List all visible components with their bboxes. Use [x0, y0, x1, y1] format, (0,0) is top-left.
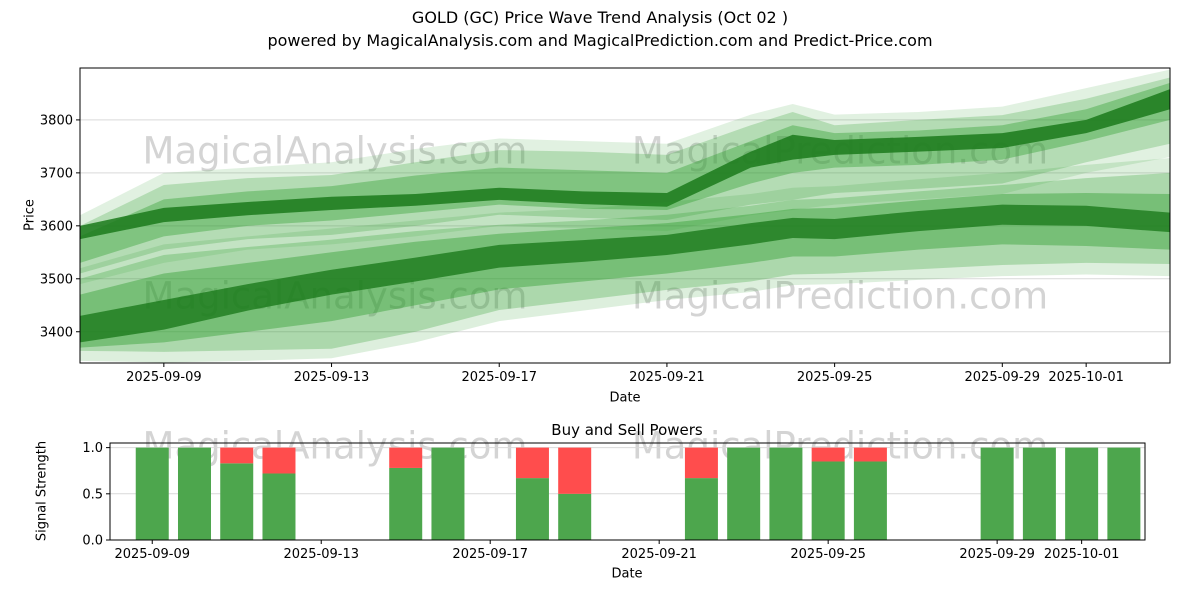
sell-bar — [389, 447, 423, 468]
buy-bar — [515, 478, 549, 540]
sell-bar — [684, 447, 718, 479]
y-tick-label: 3800 — [40, 113, 73, 128]
sell-bar — [220, 447, 254, 464]
x-tick-label: 2025-09-21 — [621, 547, 697, 562]
buy-bar — [135, 447, 169, 540]
trend-band-lower-core — [80, 204, 1170, 343]
buy-bar — [431, 447, 465, 540]
buy-bar — [769, 447, 803, 540]
trend-band-upper-outer — [80, 77, 1170, 274]
trend-band-upper-core — [80, 89, 1170, 240]
buy-bar — [177, 447, 211, 540]
x-tick-label: 2025-09-29 — [959, 547, 1035, 562]
trend-band-upper-faint — [80, 69, 1170, 285]
x-tick-label: 2025-09-29 — [965, 370, 1041, 385]
plot-border — [79, 67, 1171, 364]
plot-border — [109, 442, 1146, 541]
sell-bar — [558, 447, 592, 494]
buy-bar — [727, 447, 761, 540]
watermark: MagicalPrediction.com — [631, 274, 1049, 318]
buy-bar — [262, 473, 296, 540]
y-tick-label: 3600 — [40, 219, 73, 234]
watermark: MagicalAnalysis.com — [142, 129, 528, 173]
x-tick-label: 2025-10-01 — [1048, 370, 1124, 385]
trend-band-lower-faint — [80, 158, 1170, 363]
y-tick-label: 3700 — [40, 166, 73, 181]
x-tick-label: 2025-09-25 — [797, 370, 873, 385]
buy-bar — [980, 447, 1014, 540]
x-tick-label: 2025-09-17 — [461, 370, 537, 385]
sell-bar — [262, 447, 296, 474]
x-tick-label: 2025-09-13 — [283, 547, 359, 562]
x-tick-label: 2025-09-13 — [294, 370, 370, 385]
x-tick-label: 2025-10-01 — [1044, 547, 1120, 562]
buy-bar — [684, 478, 718, 540]
buy-bar — [1107, 447, 1141, 540]
buy-bar — [220, 463, 254, 540]
date-axis-label-bottom: Date — [611, 566, 643, 582]
x-tick-label: 2025-09-25 — [790, 547, 866, 562]
page-subtitle: powered by MagicalAnalysis.com and Magic… — [267, 31, 933, 50]
y-tick-label: 1.0 — [82, 441, 103, 456]
buy-bar — [389, 467, 423, 540]
signal-axis-label: Signal Strength — [34, 440, 50, 542]
price-axis-label: Price — [22, 199, 38, 231]
buy-bar — [1065, 447, 1099, 540]
date-axis-label-top: Date — [609, 390, 641, 406]
sell-bar — [811, 447, 845, 462]
buy-bar — [558, 493, 592, 540]
x-tick-label: 2025-09-09 — [114, 547, 190, 562]
sell-bar — [515, 447, 549, 479]
sell-bar — [853, 447, 887, 462]
x-tick-label: 2025-09-17 — [452, 547, 528, 562]
y-tick-label: 3500 — [40, 272, 73, 287]
x-tick-label: 2025-09-09 — [126, 370, 202, 385]
buy-bar — [1022, 447, 1056, 540]
trend-band-upper-mid — [80, 82, 1170, 263]
y-tick-label: 3400 — [40, 325, 73, 340]
buy-bar — [811, 461, 845, 540]
signal-chart-title: Buy and Sell Powers — [551, 421, 703, 439]
page-title: GOLD (GC) Price Wave Trend Analysis (Oct… — [411, 8, 789, 27]
y-tick-label: 0.5 — [82, 487, 103, 502]
x-tick-label: 2025-09-21 — [629, 370, 705, 385]
y-tick-label: 0.0 — [82, 534, 103, 549]
buy-bar — [853, 461, 887, 540]
